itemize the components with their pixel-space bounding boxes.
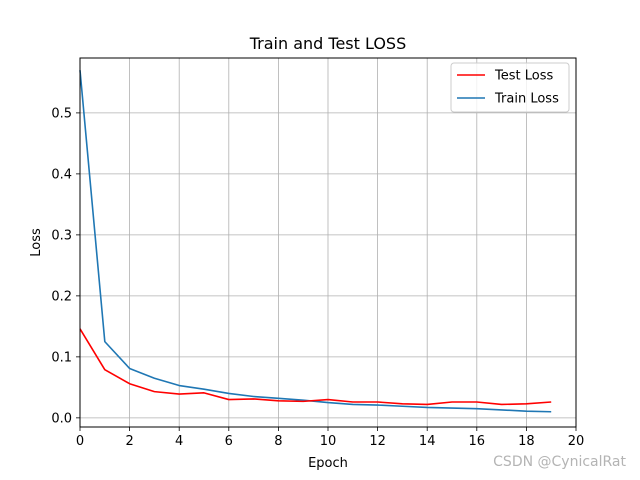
y-tick-label: 0.5 xyxy=(51,106,72,121)
x-tick-label: 2 xyxy=(125,434,133,449)
x-tick-label: 0 xyxy=(76,434,84,449)
y-axis-label: Loss xyxy=(29,228,44,257)
series-line-train-loss xyxy=(79,70,552,413)
series-line-test-loss xyxy=(79,328,552,406)
x-tick-label: 12 xyxy=(369,434,386,449)
legend-label: Train Loss xyxy=(494,92,559,107)
x-tick-label: 20 xyxy=(568,434,585,449)
x-tick-label: 16 xyxy=(469,434,486,449)
axis-ticks: 0 2 4 6 8 10 12 14 16 18 20 0.0 0.1 0.2 0.3 0.4 0.5 xyxy=(51,106,584,449)
x-tick-label: 14 xyxy=(419,434,436,449)
series-lines xyxy=(79,70,552,413)
y-tick-label: 0.3 xyxy=(51,228,72,243)
x-tick-label: 4 xyxy=(175,434,183,449)
x-tick-label: 8 xyxy=(274,434,282,449)
watermark-text: CSDN @CynicalRat xyxy=(493,454,626,470)
x-tick-label: 6 xyxy=(225,434,233,449)
x-axis-label: Epoch xyxy=(308,456,348,471)
x-tick-label: 18 xyxy=(518,434,535,449)
y-tick-label: 0.4 xyxy=(51,167,72,182)
y-tick-label: 0.1 xyxy=(51,350,72,365)
y-tick-label: 0.2 xyxy=(51,289,72,304)
chart-title: Train and Test LOSS xyxy=(249,34,407,53)
y-tick-label: 0.0 xyxy=(51,411,72,426)
x-tick-label: 10 xyxy=(320,434,337,449)
legend: Test Loss Train Loss xyxy=(450,62,570,113)
legend-label: Test Loss xyxy=(494,69,553,84)
